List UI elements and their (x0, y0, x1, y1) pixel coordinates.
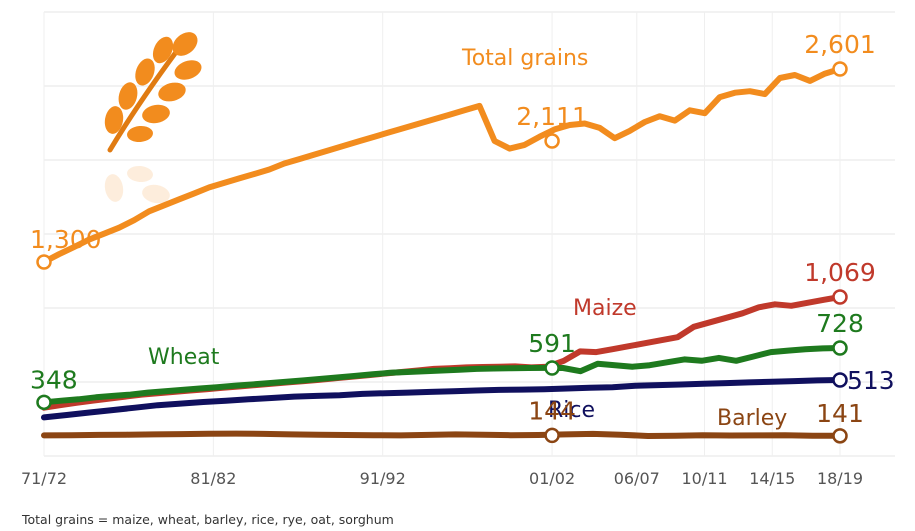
data-label: 2,601 (804, 30, 876, 59)
data-point-marker (36, 394, 52, 411)
series-lines (41, 66, 843, 439)
x-tick-label: 10/11 (681, 469, 727, 488)
x-tick-label: 81/82 (190, 469, 236, 488)
data-label: 1,069 (804, 258, 876, 287)
series-name-wheat: Wheat (148, 345, 220, 370)
footnote: Total grains = maize, wheat, barley, ric… (22, 512, 394, 527)
data-label: 513 (847, 366, 895, 395)
x-tick-label: 14/15 (749, 469, 795, 488)
grid-lines (44, 11, 895, 457)
x-tick-label: 18/19 (817, 469, 863, 488)
series-name-maize: Maize (573, 296, 637, 321)
series-line-rice (41, 377, 843, 421)
data-point-marker (832, 289, 848, 305)
series-line-wheat (41, 345, 843, 406)
data-point-marker (832, 61, 848, 77)
data-point-marker (832, 340, 848, 356)
x-tick-label: 71/72 (21, 469, 67, 488)
series-line-barley (41, 430, 843, 439)
x-tick-label: 91/92 (360, 469, 406, 488)
data-label: 348 (30, 365, 78, 394)
x-axis-ticks: 71/72 81/82 91/92 01/02 06/07 10/11 14/15 18/19 (21, 469, 863, 488)
x-tick-label: 01/02 (529, 469, 575, 488)
data-label: 2,111 (516, 102, 588, 131)
data-label: 591 (528, 329, 576, 358)
data-point-marker (544, 360, 560, 376)
data-label: 144 (528, 396, 576, 425)
series-name-barley: Barley (717, 406, 787, 431)
series-name-total-grains: Total grains (461, 46, 588, 71)
point-labels: 1,300 2,111 2,601 1,069 348 591 728 513 144 141 (30, 30, 895, 428)
series-labels: Total grains Maize Wheat Rice Barley (148, 46, 787, 431)
data-point-marker (36, 254, 52, 270)
data-point-marker (832, 372, 848, 388)
data-point-marker (544, 133, 560, 149)
wheat-ear-icon (104, 32, 202, 204)
data-point-marker (544, 427, 560, 444)
x-tick-label: 06/07 (614, 469, 660, 488)
series-line-total-grains (41, 66, 843, 265)
data-point-marker (832, 428, 848, 444)
series-markers (36, 61, 848, 444)
data-label: 728 (816, 309, 864, 338)
series-name-rice: Rice (548, 398, 595, 423)
data-label: 1,300 (30, 225, 102, 254)
data-label: 141 (816, 399, 864, 428)
